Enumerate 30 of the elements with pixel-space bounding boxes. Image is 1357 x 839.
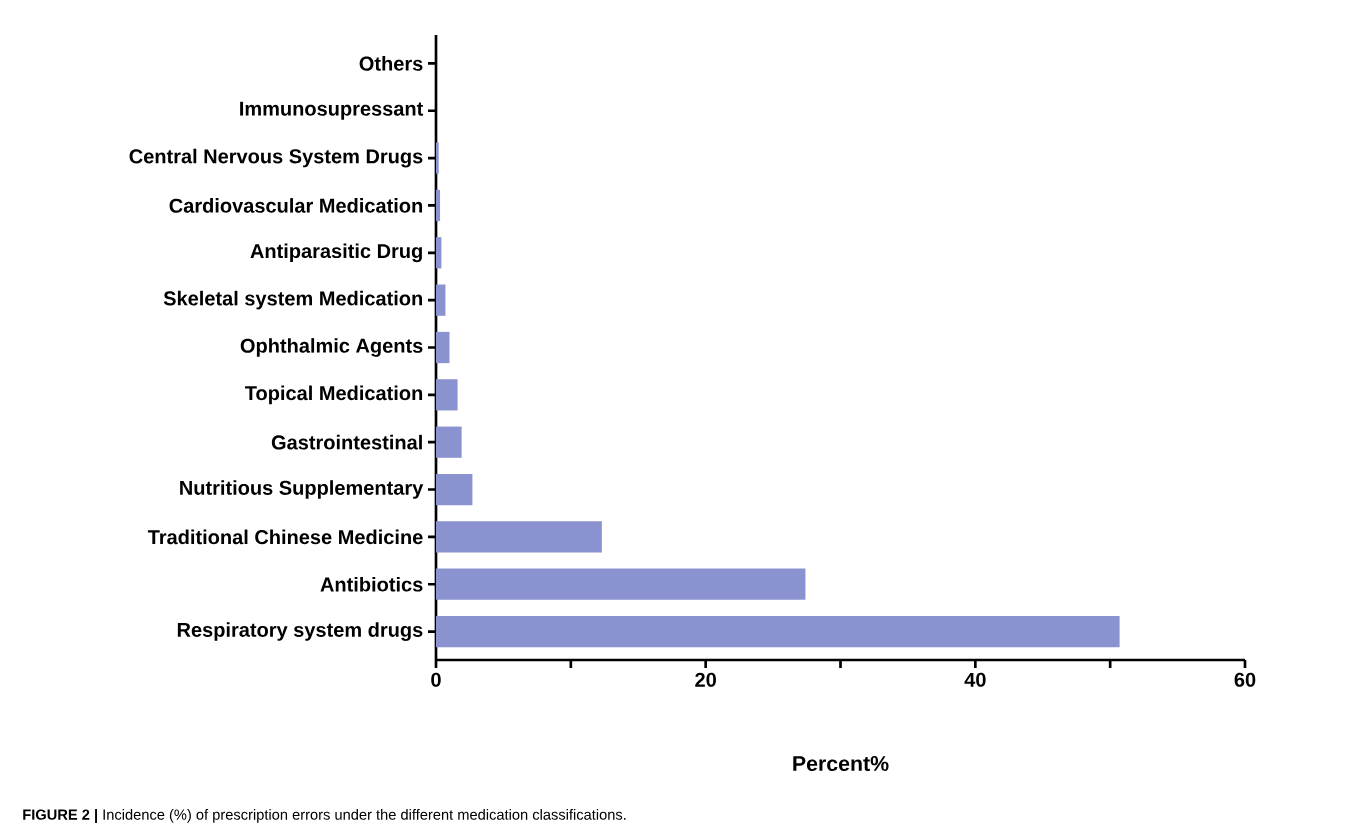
y-tick-label: Gastrointestinal [271, 434, 422, 450]
y-tick-label: Cardiovascular Medication [169, 198, 423, 213]
y-tick-label: Ophthalmic Agents [240, 338, 423, 357]
bar [436, 142, 439, 174]
y-tick-label: Traditional Chinese Medicine [147, 529, 423, 545]
x-tick-label: 60 [1234, 672, 1256, 687]
x-tick-label: 0 [431, 672, 441, 687]
bar [436, 426, 462, 458]
bar [436, 331, 450, 364]
x-axis-title: Percent% [793, 756, 889, 772]
bar [436, 473, 473, 506]
y-tick-label: Nutritious Supplementary [180, 480, 424, 499]
text: FIGURE 2 | Incidence (%) of prescription errors under the different medication classifications. [23, 809, 626, 823]
bar [436, 379, 458, 411]
x-tick-label: 20 [695, 672, 716, 687]
bar [436, 189, 441, 222]
bar [436, 237, 442, 269]
y-tick-label: Antibiotics [320, 576, 423, 592]
y-tick-label: Immunosupressant [240, 101, 424, 120]
y-tick-label: Skeletal system Medication [163, 290, 423, 310]
y-tick-label: Others [359, 56, 423, 71]
y-tick-label: Antiparasitic Drug [250, 243, 422, 263]
y-tick-label: Respiratory system drugs [177, 622, 423, 641]
x-tick-label: 40 [964, 672, 986, 687]
bar [436, 284, 446, 316]
y-tick-label: Topical Medication [244, 385, 423, 405]
bar [436, 615, 1120, 648]
bar [436, 568, 806, 600]
bar [436, 521, 602, 553]
y-tick-label: Central Nervous System Drugs [129, 148, 423, 168]
